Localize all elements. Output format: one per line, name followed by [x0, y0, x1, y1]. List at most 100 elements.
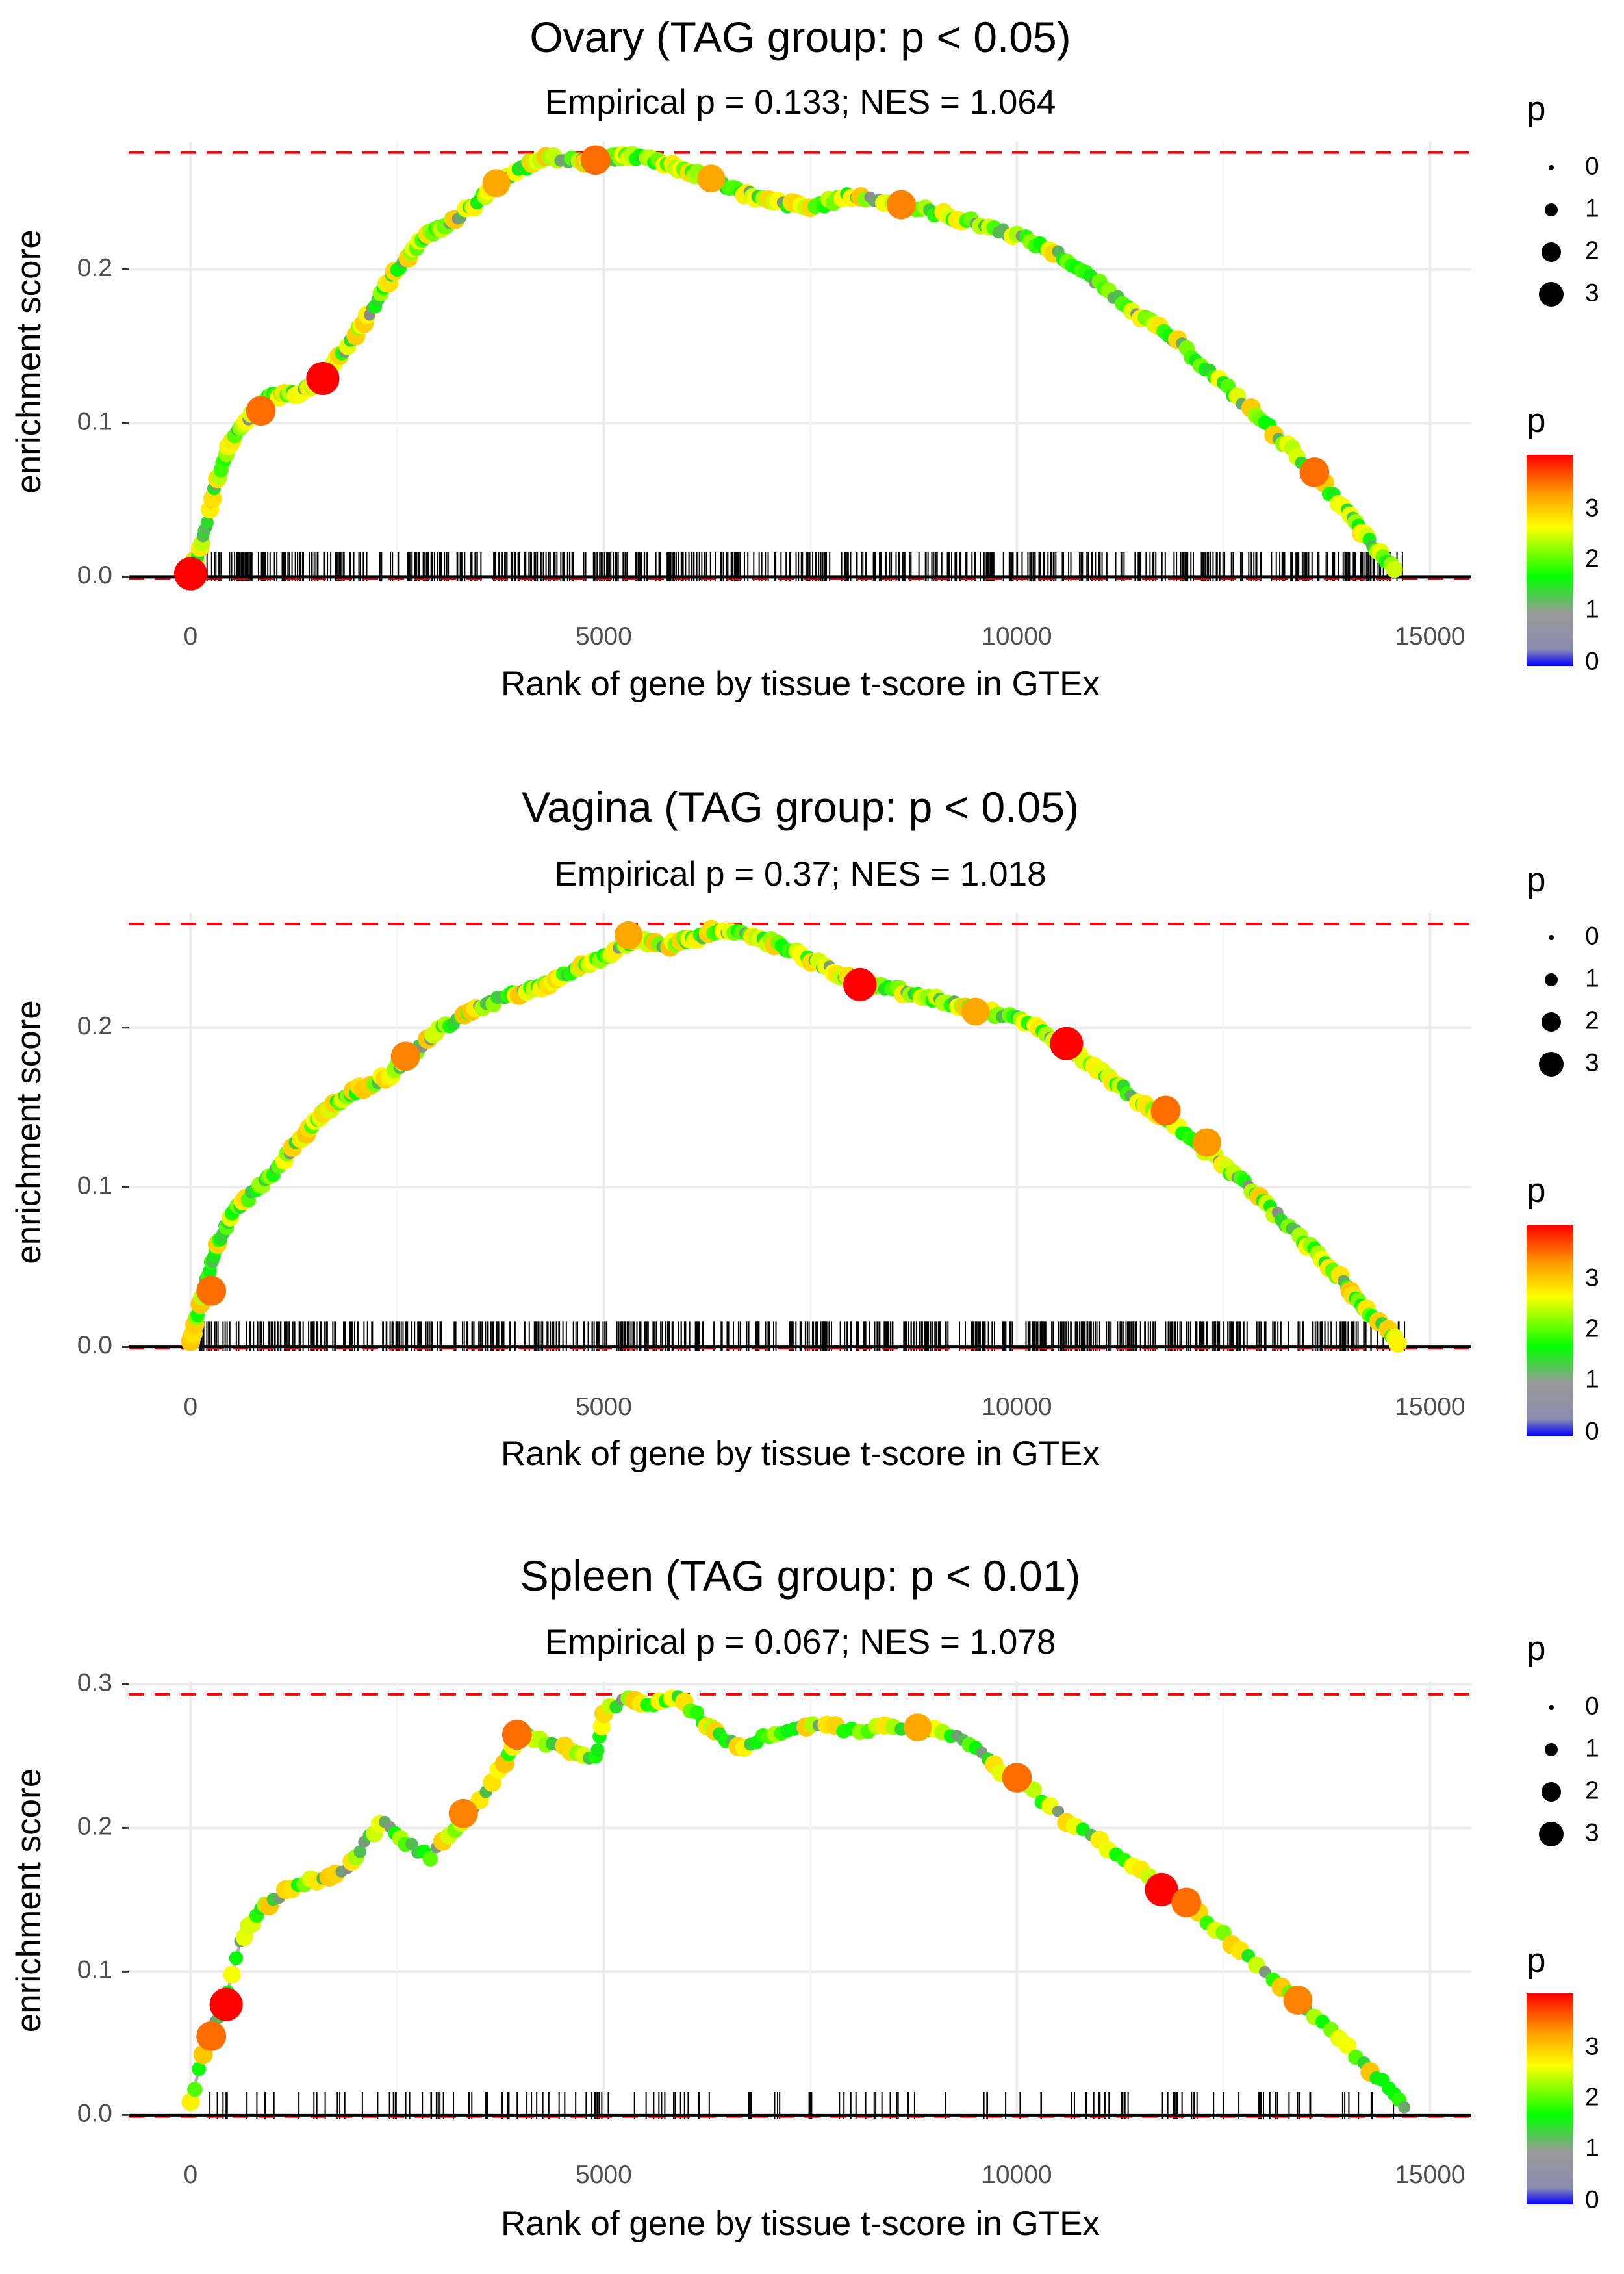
y-axis: 0.0 0.1 0.2 enrichment score — [10, 229, 112, 589]
highlight-point — [196, 1275, 227, 1306]
size-legend: p 0 1 2 3 — [1527, 861, 1599, 1077]
color-legend-label: 2 — [1585, 544, 1599, 572]
color-legend-title: p — [1527, 1941, 1545, 1980]
color-legend-label: 1 — [1585, 595, 1599, 623]
enrichment-point — [353, 1845, 366, 1858]
y-tick-label: 0.1 — [77, 1171, 112, 1199]
plot-area — [122, 142, 1471, 591]
size-legend-label: 3 — [1585, 279, 1599, 307]
y-tick-label: 0.0 — [77, 2100, 112, 2128]
size-legend-key — [1539, 1052, 1564, 1077]
size-legend-label: 0 — [1585, 152, 1599, 180]
enrichment-curve — [189, 153, 1399, 575]
size-legend-label: 1 — [1585, 194, 1599, 222]
color-legend-label: 3 — [1585, 1264, 1599, 1292]
enrichment-point — [200, 516, 214, 530]
highlight-point — [961, 997, 990, 1026]
y-tick-label: 0.3 — [77, 1669, 112, 1697]
size-legend-key — [1549, 165, 1554, 170]
chart-title: Vagina (TAG group: p < 0.05) — [522, 783, 1079, 831]
x-tick-label: 15000 — [1395, 622, 1465, 650]
gridlines — [122, 1681, 1471, 2119]
chart-subtitle: Empirical p = 0.37; NES = 1.018 — [554, 855, 1046, 893]
x-tick-label: 5000 — [576, 2161, 632, 2189]
x-axis: 0 5000 10000 15000 Rank of gene by tissu… — [184, 2161, 1465, 2243]
highlight-point — [173, 557, 207, 591]
es-line — [188, 1694, 1411, 2112]
colorbar — [1527, 1225, 1573, 1436]
size-legend-title: p — [1527, 1629, 1545, 1668]
y-tick-label: 0.0 — [77, 561, 112, 589]
highlight-point — [209, 1987, 243, 2021]
x-axis-title: Rank of gene by tissue t-score in GTEx — [501, 2204, 1100, 2243]
highlight-points — [173, 145, 1330, 591]
x-tick-label: 15000 — [1395, 1393, 1465, 1421]
size-legend-label: 1 — [1585, 1734, 1599, 1762]
size-legend: p 0 1 2 3 — [1527, 90, 1599, 307]
highlight-point — [196, 2021, 227, 2051]
x-tick-label: 10000 — [982, 622, 1052, 650]
size-legend-key — [1549, 935, 1554, 940]
highlight-point — [1145, 1872, 1178, 1906]
size-legend-label: 2 — [1585, 1776, 1599, 1804]
size-legend-key — [1542, 242, 1561, 262]
size-legend-key — [1545, 203, 1558, 216]
size-legend-key — [1545, 973, 1558, 986]
enrichment-point — [1338, 2036, 1356, 2054]
highlight-point — [501, 1719, 532, 1750]
enrichment-point — [192, 2062, 206, 2076]
highlight-point — [1299, 457, 1330, 487]
highlight-point — [482, 169, 511, 198]
highlight-point — [448, 1798, 478, 1828]
highlight-point — [1050, 1027, 1084, 1060]
x-tick-label: 0 — [184, 2161, 198, 2189]
colorbar — [1527, 1993, 1573, 2204]
y-tick-label: 0.2 — [77, 254, 112, 282]
y-tick-label: 0.2 — [77, 1012, 112, 1040]
size-legend-label: 3 — [1585, 1049, 1599, 1077]
reference-lines — [129, 923, 1471, 1350]
gridlines — [122, 913, 1471, 1351]
color-legend-label: 3 — [1585, 2032, 1599, 2060]
y-axis-title: enrichment score — [10, 229, 48, 494]
highlight-point — [306, 361, 340, 396]
x-axis-title: Rank of gene by tissue t-score in GTEx — [501, 665, 1100, 703]
highlight-points — [196, 921, 1221, 1306]
reference-lines — [129, 151, 1471, 580]
size-legend-key — [1545, 1743, 1558, 1756]
y-tick-label: 0.1 — [77, 1956, 112, 1984]
highlight-point — [1150, 1095, 1181, 1126]
size-legend-key — [1549, 1705, 1554, 1710]
colorbar — [1527, 455, 1573, 666]
x-axis-title: Rank of gene by tissue t-score in GTEx — [501, 1435, 1100, 1473]
enrichment-point — [1386, 561, 1403, 578]
size-legend-title: p — [1527, 90, 1545, 128]
y-axis-title: enrichment score — [10, 1769, 48, 2033]
panel-vagina: Vagina (TAG group: p < 0.05) Empirical p… — [10, 783, 1599, 1473]
highlight-point — [1002, 1763, 1032, 1793]
enrichment-point — [181, 2093, 200, 2112]
panel-ovary: Ovary (TAG group: p < 0.05) Empirical p … — [10, 13, 1599, 703]
enrichment-point — [1398, 2101, 1410, 2114]
highlight-points — [196, 1713, 1313, 2051]
y-tick-label: 0.0 — [77, 1331, 112, 1359]
size-legend: p 0 1 2 3 — [1527, 1629, 1599, 1846]
enrichment-point — [229, 1951, 244, 1965]
plot-area — [122, 913, 1471, 1353]
chart-title: Spleen (TAG group: p < 0.01) — [520, 1552, 1081, 1600]
color-legend-label: 2 — [1585, 2083, 1599, 2111]
color-legend-label: 0 — [1585, 647, 1599, 675]
x-tick-label: 10000 — [982, 2161, 1052, 2189]
size-legend-label: 2 — [1585, 1006, 1599, 1034]
color-legend-label: 0 — [1585, 1417, 1599, 1445]
color-legend-label: 3 — [1585, 494, 1599, 522]
highlight-point — [697, 164, 726, 193]
enrichment-points — [181, 1689, 1410, 2114]
x-tick-label: 5000 — [576, 1393, 632, 1421]
y-axis: 0.0 0.1 0.2 0.3 enrichment score — [10, 1669, 112, 2128]
x-tick-label: 5000 — [576, 622, 632, 650]
size-legend-label: 2 — [1585, 236, 1599, 264]
color-legend-title: p — [1527, 1171, 1545, 1210]
x-tick-label: 0 — [184, 1393, 198, 1421]
color-legend: p 0 1 2 3 — [1527, 1171, 1599, 1445]
